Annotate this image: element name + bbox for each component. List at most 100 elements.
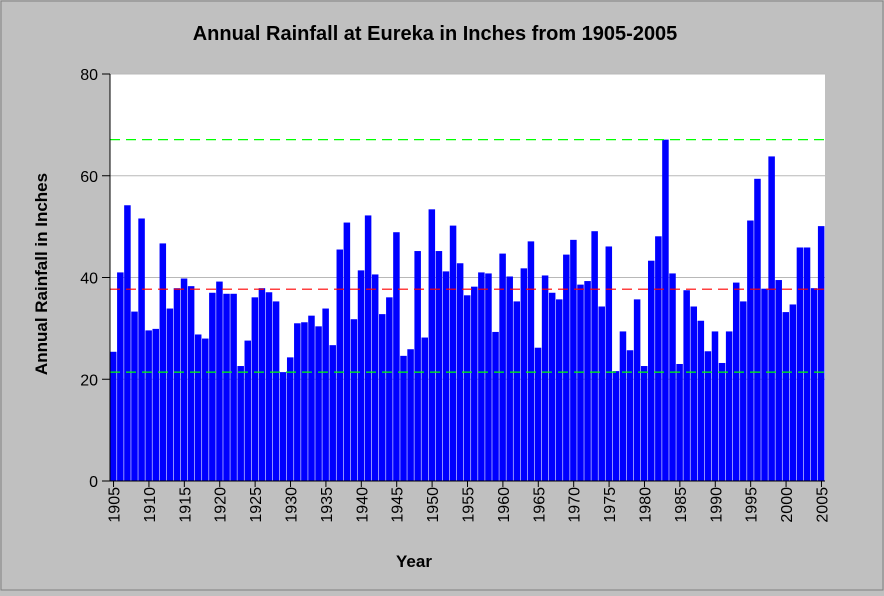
bar bbox=[506, 276, 513, 481]
chart-title: Annual Rainfall at Eureka in Inches from… bbox=[193, 23, 678, 45]
bar bbox=[513, 301, 521, 481]
bar bbox=[400, 355, 407, 481]
bar bbox=[548, 292, 556, 481]
bar bbox=[803, 247, 811, 481]
bar bbox=[633, 299, 641, 481]
bar bbox=[683, 290, 690, 481]
bar bbox=[279, 372, 287, 481]
bar bbox=[421, 337, 428, 481]
y-tick-label: 20 bbox=[80, 372, 98, 389]
x-tick-label: 2000 bbox=[779, 487, 796, 523]
bar bbox=[626, 350, 634, 481]
bar bbox=[386, 297, 393, 481]
bar bbox=[379, 314, 386, 481]
bar bbox=[648, 260, 655, 481]
bar bbox=[810, 288, 818, 481]
bar bbox=[124, 205, 131, 481]
bar bbox=[308, 315, 315, 481]
bar bbox=[768, 156, 775, 482]
bar bbox=[789, 304, 797, 481]
bar bbox=[244, 340, 252, 481]
x-tick-label: 1950 bbox=[425, 487, 442, 523]
axes bbox=[102, 73, 825, 487]
bar bbox=[655, 236, 662, 481]
x-tick-label: 1990 bbox=[708, 487, 725, 523]
bar bbox=[485, 273, 492, 481]
bar bbox=[690, 306, 698, 481]
x-tick-label: 2005 bbox=[814, 487, 831, 523]
bar bbox=[711, 331, 719, 481]
bar bbox=[669, 273, 676, 481]
bar bbox=[619, 331, 627, 481]
bar bbox=[435, 251, 443, 481]
x-tick-label: 1955 bbox=[461, 487, 478, 523]
bar bbox=[534, 347, 542, 481]
x-tick-label: 1905 bbox=[107, 487, 124, 523]
bar bbox=[747, 220, 754, 481]
bar bbox=[725, 331, 733, 481]
bar bbox=[555, 299, 563, 481]
bar bbox=[187, 286, 195, 481]
bar bbox=[343, 222, 351, 481]
bar bbox=[449, 225, 457, 481]
bar bbox=[329, 345, 336, 481]
bar bbox=[570, 239, 577, 481]
bar bbox=[796, 247, 804, 481]
x-tick-label: 1965 bbox=[531, 487, 548, 523]
bar bbox=[442, 271, 450, 481]
bar bbox=[697, 320, 705, 481]
bar bbox=[612, 371, 620, 481]
bar bbox=[152, 328, 159, 481]
bar bbox=[640, 366, 648, 481]
bar bbox=[194, 334, 202, 481]
y-tick-label: 80 bbox=[80, 67, 98, 84]
bar bbox=[315, 326, 322, 481]
bar bbox=[166, 308, 174, 481]
x-tick-label: 1995 bbox=[744, 487, 761, 523]
bar bbox=[541, 275, 549, 481]
x-tick-label: 1970 bbox=[567, 487, 584, 523]
bar bbox=[456, 263, 464, 481]
x-tick-label: 1975 bbox=[602, 487, 619, 523]
bars-group bbox=[110, 139, 825, 482]
bar bbox=[230, 293, 237, 481]
bar bbox=[577, 284, 584, 481]
bar bbox=[527, 241, 535, 481]
bar bbox=[662, 139, 669, 481]
bar bbox=[322, 308, 329, 481]
bar bbox=[117, 272, 124, 481]
bar bbox=[138, 218, 145, 482]
x-tick-label: 1940 bbox=[354, 487, 371, 523]
bar bbox=[350, 319, 358, 481]
x-tick-label: 1915 bbox=[177, 487, 194, 523]
bar bbox=[180, 278, 188, 481]
bar bbox=[754, 178, 761, 482]
bar bbox=[364, 215, 372, 481]
x-tick-label: 1935 bbox=[319, 487, 336, 523]
bar bbox=[209, 292, 216, 481]
bar bbox=[131, 311, 138, 481]
bar bbox=[775, 280, 782, 481]
bar bbox=[598, 306, 605, 481]
x-tick-label: 1930 bbox=[284, 487, 301, 523]
x-tick-label: 1980 bbox=[637, 487, 654, 523]
bar bbox=[499, 253, 506, 481]
bar bbox=[145, 330, 152, 481]
y-axis-label: Annual Rainfall in Inches bbox=[32, 173, 51, 375]
bar bbox=[718, 362, 726, 481]
bar bbox=[414, 251, 421, 481]
bar bbox=[159, 243, 167, 481]
bar bbox=[294, 323, 301, 481]
bar bbox=[471, 286, 478, 481]
bar bbox=[371, 274, 379, 481]
bar bbox=[732, 282, 740, 481]
x-axis-label: Year bbox=[396, 552, 432, 571]
bar bbox=[520, 268, 528, 481]
x-tick-label: 1920 bbox=[213, 487, 230, 523]
bar bbox=[492, 331, 499, 481]
bar bbox=[761, 288, 768, 481]
bar bbox=[237, 366, 244, 481]
bar bbox=[336, 249, 344, 481]
x-tick-label: 1910 bbox=[142, 487, 159, 523]
